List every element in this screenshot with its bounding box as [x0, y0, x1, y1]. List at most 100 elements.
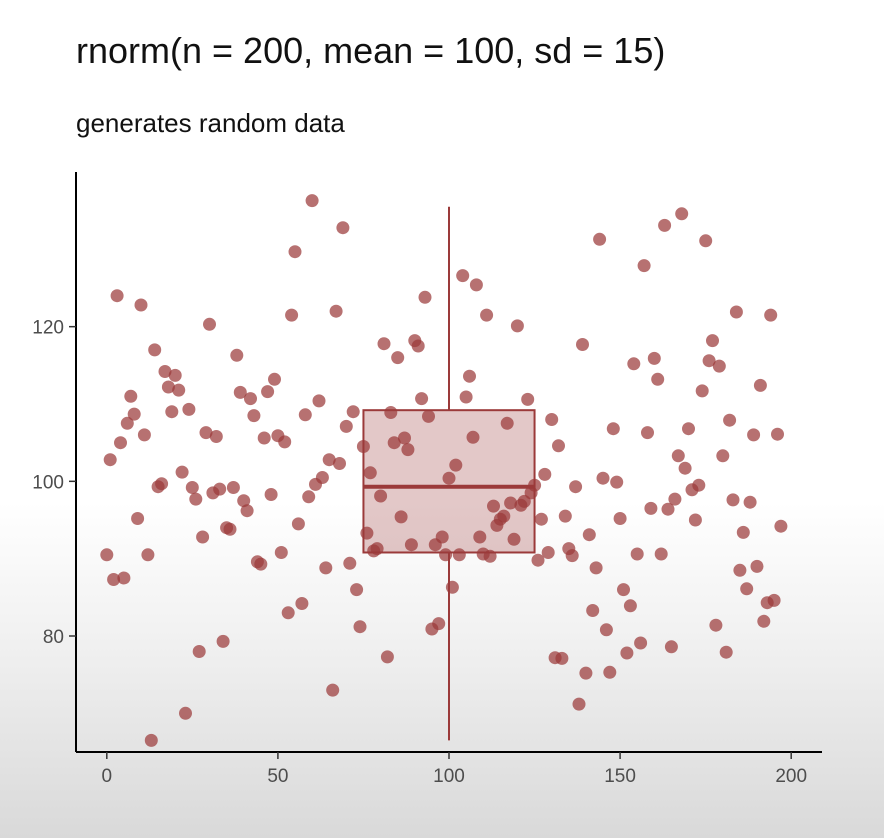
chart-title: rnorm(n = 200, mean = 100, sd = 15): [76, 30, 666, 71]
data-point: [480, 308, 494, 322]
data-point: [281, 606, 295, 620]
data-point: [586, 604, 600, 617]
data-point: [363, 466, 377, 480]
data-point: [637, 259, 651, 273]
data-point: [664, 640, 678, 654]
data-point: [682, 422, 695, 436]
data-point: [237, 494, 251, 508]
data-point: [630, 547, 644, 561]
data-point: [572, 697, 586, 711]
data-point: [137, 428, 151, 442]
data-point: [576, 338, 589, 351]
data-point: [565, 549, 579, 563]
data-point: [322, 453, 336, 467]
data-point: [192, 645, 206, 658]
data-point: [504, 496, 518, 510]
data-point: [675, 207, 689, 221]
data-point: [377, 337, 391, 351]
data-point: [247, 409, 261, 423]
data-point: [415, 392, 429, 406]
data-point: [302, 490, 316, 504]
data-point: [189, 492, 203, 506]
data-point: [343, 556, 357, 570]
data-point: [315, 471, 329, 484]
data-point: [654, 547, 668, 561]
data-point: [627, 357, 641, 371]
data-point: [692, 478, 706, 492]
data-point: [182, 402, 196, 416]
data-point: [729, 305, 743, 319]
y-tick-label: 80: [43, 627, 64, 648]
data-point: [558, 509, 572, 523]
data-point: [432, 617, 446, 631]
data-point: [445, 580, 459, 594]
data-point: [274, 546, 288, 559]
data-point: [411, 339, 425, 353]
data-point: [100, 548, 114, 562]
data-point: [257, 431, 271, 445]
data-point: [610, 475, 624, 489]
data-point: [733, 563, 747, 577]
data-point: [582, 528, 596, 542]
data-point: [114, 436, 127, 450]
data-point: [329, 304, 343, 318]
data-point: [387, 436, 401, 450]
data-point: [240, 504, 254, 518]
data-point: [719, 645, 733, 659]
data-point: [230, 348, 244, 362]
data-point: [736, 525, 750, 539]
data-point: [541, 546, 555, 559]
data-point: [418, 290, 432, 304]
data-point: [107, 573, 121, 586]
data-point: [593, 232, 607, 246]
data-point: [110, 289, 124, 303]
data-point: [185, 481, 199, 494]
data-point: [712, 359, 726, 373]
data-point: [172, 383, 186, 397]
data-point: [285, 308, 299, 322]
data-point: [261, 385, 275, 399]
data-point: [298, 408, 312, 422]
axes: 0 50 100 150 200 80 100 120: [32, 172, 822, 787]
data-point: [538, 467, 552, 481]
data-point: [213, 482, 227, 496]
data-point: [391, 351, 405, 365]
data-point: [179, 706, 192, 720]
y-tick-label: 120: [32, 318, 64, 339]
data-point: [569, 480, 583, 494]
data-point: [466, 430, 480, 444]
data-point: [336, 221, 350, 235]
data-point: [117, 571, 131, 585]
x-tick-label: 200: [775, 766, 807, 787]
data-point: [353, 620, 367, 634]
data-point: [463, 369, 476, 383]
data-point: [589, 561, 603, 575]
data-point: [141, 548, 155, 562]
data-point: [226, 481, 240, 494]
data-point: [268, 372, 281, 386]
data-point: [617, 583, 630, 597]
data-point: [545, 413, 559, 426]
data-point: [456, 269, 470, 283]
data-point: [346, 405, 360, 419]
data-point: [422, 409, 435, 423]
data-point: [291, 517, 305, 531]
data-point: [435, 530, 449, 544]
data-point: [709, 618, 723, 632]
data-point: [120, 416, 134, 430]
data-point: [678, 461, 692, 475]
data-point: [398, 431, 411, 445]
data-point: [404, 538, 418, 552]
data-point: [623, 599, 637, 613]
data-point: [753, 378, 767, 392]
data-point: [521, 392, 535, 406]
data-point: [124, 389, 138, 403]
data-point: [134, 298, 148, 312]
data-point: [161, 380, 175, 394]
data-point: [603, 665, 617, 679]
data-point: [312, 394, 326, 408]
data-point: [767, 593, 781, 607]
data-point: [350, 583, 364, 597]
data-point: [661, 502, 675, 516]
data-point: [647, 351, 661, 365]
